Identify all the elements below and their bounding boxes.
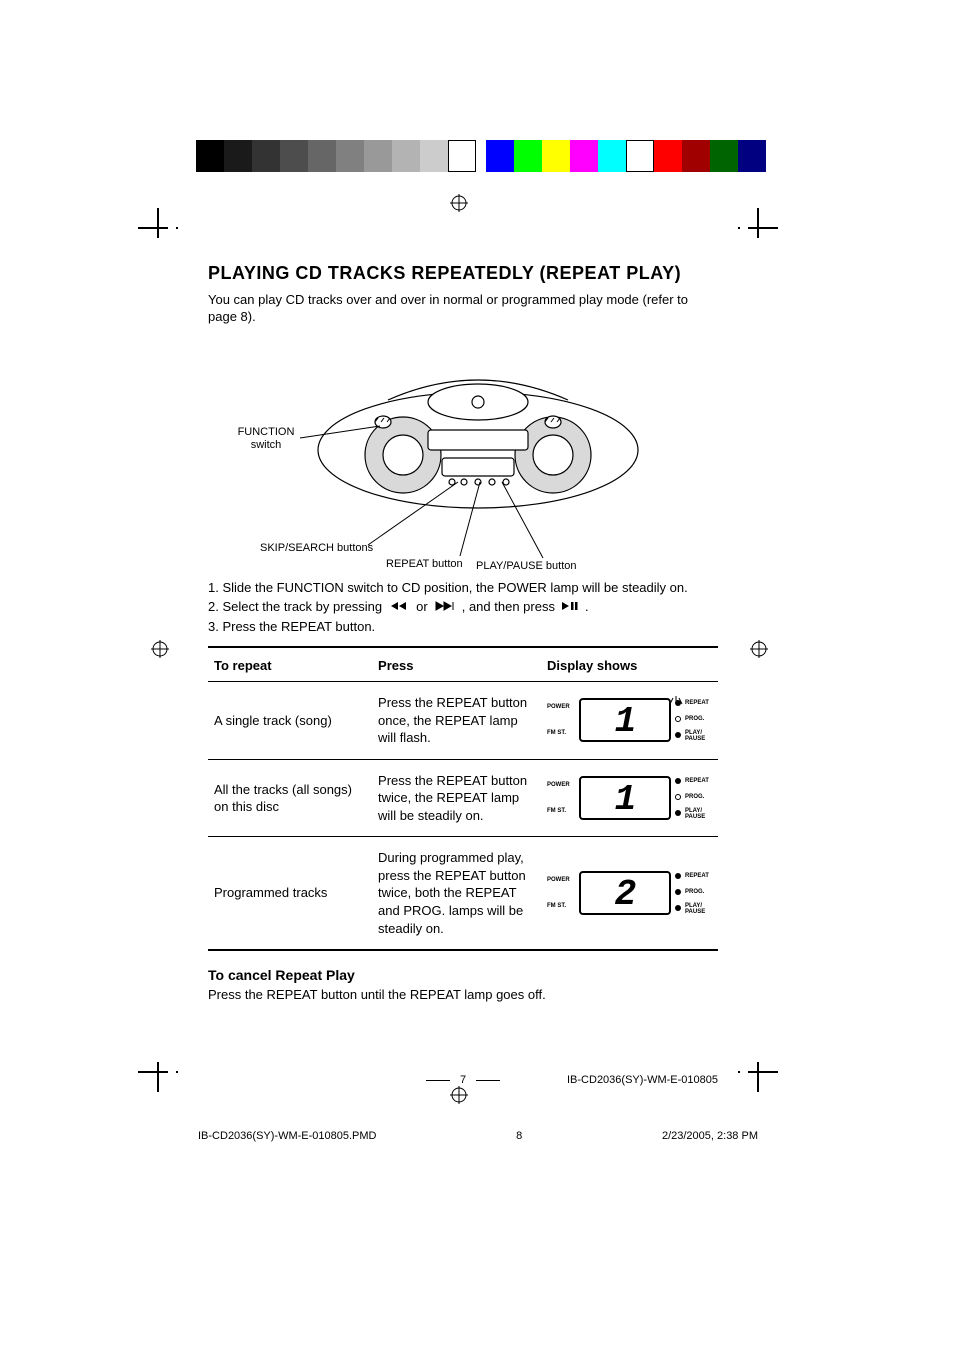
page-content: PLAYING CD TRACKS REPEATEDLY (REPEAT PLA… (208, 262, 718, 1002)
lcd-display: POWERFM ST.02REPEATPROG.PLAY/ PAUSE (547, 869, 712, 917)
registration-mark-left (151, 640, 169, 658)
crop-mark-bl (138, 1060, 178, 1100)
cell-press: During programmed play, press the REPEAT… (372, 837, 541, 950)
cell-to-repeat: Programmed tracks (208, 837, 372, 950)
th-to-repeat: To repeat (208, 647, 372, 682)
intro-text: You can play CD tracks over and over in … (208, 291, 718, 326)
cell-press: Press the REPEAT button once, the REPEAT… (372, 682, 541, 760)
cancel-heading: To cancel Repeat Play (208, 967, 718, 983)
device-diagram: FUNCTION switch SKIP/SEARCH buttons REPE… (208, 330, 718, 570)
callout-play-pause: PLAY/PAUSE button (476, 560, 576, 574)
cell-display: POWERFM ST.01REPEATPROG.PLAY/ PAUSE (541, 759, 718, 837)
cell-display: POWERFM ST.02REPEATPROG.PLAY/ PAUSE (541, 837, 718, 950)
crop-mark-tr (738, 200, 778, 240)
footer: IB-CD2036(SY)-WM-E-010805.PMD 8 2/23/200… (198, 1130, 758, 1142)
callout-function-switch: FUNCTION switch (226, 426, 306, 454)
repeat-table: To repeat Press Display shows A single t… (208, 646, 718, 951)
footer-timestamp: 2/23/2005, 2:38 PM (662, 1130, 758, 1142)
crop-mark-br (738, 1060, 778, 1100)
footer-file: IB-CD2036(SY)-WM-E-010805.PMD (198, 1130, 377, 1142)
lcd-display: POWERFM ST.01REPEATPROG.PLAY/ PAUSE (547, 696, 712, 744)
th-press: Press (372, 647, 541, 682)
footer-page: 8 (516, 1130, 522, 1142)
colorbar (486, 140, 766, 172)
callout-repeat-button: REPEAT button (386, 558, 463, 572)
grayscale-bar (196, 140, 476, 172)
skip-forward-icon (434, 597, 456, 617)
lcd-display: POWERFM ST.01REPEATPROG.PLAY/ PAUSE (547, 774, 712, 822)
play-pause-icon (561, 597, 579, 617)
cell-to-repeat: All the tracks (all songs) on this disc (208, 759, 372, 837)
cell-display: POWERFM ST.01REPEATPROG.PLAY/ PAUSE (541, 682, 718, 760)
page-number-area: 7 IB-CD2036(SY)-WM-E-010805 (208, 1074, 718, 1086)
page-number: 7 (450, 1074, 476, 1086)
table-row: A single track (song)Press the REPEAT bu… (208, 682, 718, 760)
registration-mark-right (750, 640, 768, 658)
callout-skip-search: SKIP/SEARCH buttons (260, 542, 373, 556)
page-title: PLAYING CD TRACKS REPEATEDLY (REPEAT PLA… (208, 262, 718, 285)
cell-press: Press the REPEAT button twice, the REPEA… (372, 759, 541, 837)
step-2: 2. Select the track by pressing or , and… (208, 597, 718, 617)
registration-mark-bottom (450, 1086, 468, 1104)
table-row: Programmed tracksDuring programmed play,… (208, 837, 718, 950)
step-3: 3. Press the REPEAT button. (208, 617, 718, 637)
crop-mark-tl (138, 200, 178, 240)
cancel-body: Press the REPEAT button until the REPEAT… (208, 987, 718, 1002)
registration-mark-top (450, 194, 468, 212)
steps-list: 1. Slide the FUNCTION switch to CD posit… (208, 578, 718, 637)
table-row: All the tracks (all songs) on this discP… (208, 759, 718, 837)
cell-to-repeat: A single track (song) (208, 682, 372, 760)
step-1: 1. Slide the FUNCTION switch to CD posit… (208, 578, 718, 598)
skip-back-icon (388, 597, 410, 617)
th-display: Display shows (541, 647, 718, 682)
doc-code: IB-CD2036(SY)-WM-E-010805 (567, 1074, 718, 1086)
